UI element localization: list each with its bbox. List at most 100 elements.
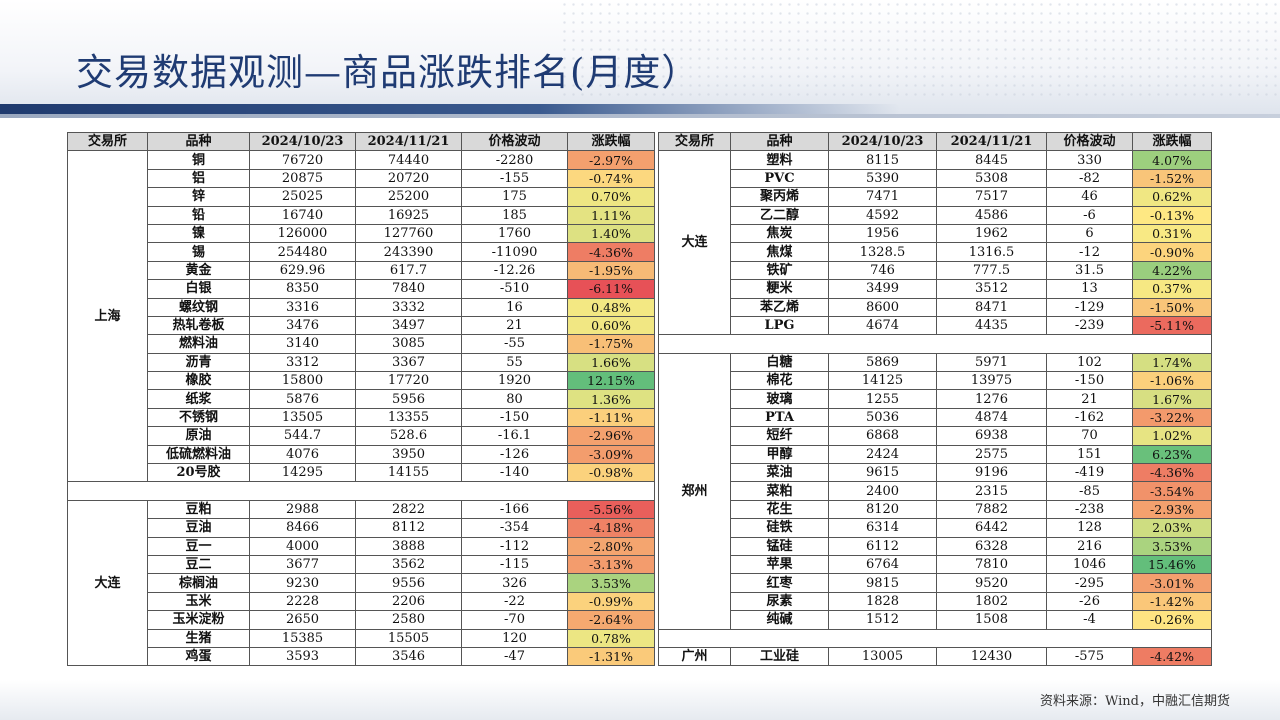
price-start-cell: 25025 <box>249 187 356 207</box>
price-change-cell: 1760 <box>461 223 568 244</box>
price-end-cell: 777.5 <box>936 260 1047 281</box>
source-note: 资料来源：Wind，中融汇信期货 <box>1040 694 1230 709</box>
pct-change-cell: 0.70% <box>567 187 655 207</box>
price-change-cell: 128 <box>1046 518 1133 538</box>
price-change-cell: -11090 <box>461 242 568 262</box>
table-row: 苹果 6764 7810 1046 15.46% <box>659 554 1212 575</box>
variety-cell: 白糖 <box>730 352 829 373</box>
pct-change-cell: 0.37% <box>1132 279 1212 299</box>
price-change-cell: 70 <box>1046 426 1133 446</box>
price-change-cell: -16.1 <box>461 426 568 446</box>
table-row: 纯碱 1512 1508 -4 -0.26% <box>659 610 1212 630</box>
price-end-cell: 25200 <box>355 187 462 207</box>
variety-cell: 焦煤 <box>730 242 829 262</box>
price-end-cell: 1802 <box>936 591 1047 612</box>
variety-cell: 焦炭 <box>730 223 829 244</box>
price-end-cell: 3546 <box>355 646 462 667</box>
price-end-cell: 1316.5 <box>936 242 1047 262</box>
price-change-cell: -155 <box>461 168 568 189</box>
price-start-cell: 1255 <box>828 389 937 409</box>
variety-cell: 铁矿 <box>730 260 829 281</box>
price-change-cell: -22 <box>461 591 568 612</box>
price-start-cell: 4674 <box>828 315 937 336</box>
separator-row <box>658 334 1212 354</box>
price-end-cell: 7882 <box>936 499 1047 520</box>
header-exchange: 交易所 <box>67 131 148 152</box>
price-change-cell: -150 <box>1046 371 1133 391</box>
pct-change-cell: 1.67% <box>1132 389 1212 409</box>
price-change-cell: 185 <box>461 205 568 225</box>
variety-cell: 塑料 <box>730 150 829 170</box>
price-end-cell: 6938 <box>936 426 1047 446</box>
price-start-cell: 544.7 <box>249 426 356 446</box>
header-pct: 涨跌幅 <box>567 131 655 152</box>
pct-change-cell: 0.31% <box>1132 223 1212 244</box>
price-end-cell: 3562 <box>355 554 462 575</box>
price-start-cell: 746 <box>828 260 937 281</box>
price-end-cell: 2580 <box>355 610 462 630</box>
price-change-cell: 6 <box>1046 223 1133 244</box>
table-row: 玉米 2228 2206 -22 -0.99% <box>68 591 655 612</box>
price-start-cell: 5869 <box>828 352 937 373</box>
price-end-cell: 7840 <box>355 279 462 299</box>
table-row: 纸浆 5876 5956 80 1.36% <box>68 389 655 409</box>
header-row: 交易所 品种 2024/10/23 2024/11/21 价格波动 涨跌幅 <box>658 131 1212 152</box>
price-change-cell: 55 <box>461 352 568 373</box>
pct-change-cell: -3.01% <box>1132 573 1212 593</box>
price-start-cell: 2228 <box>249 591 356 612</box>
pct-change-cell: -1.31% <box>567 646 655 667</box>
table-row: 豆二 3677 3562 -115 -3.13% <box>68 554 655 575</box>
variety-cell: 豆油 <box>147 518 250 538</box>
price-end-cell: 15505 <box>355 628 462 648</box>
variety-cell: 生猪 <box>147 628 250 648</box>
separator-row <box>658 628 1212 648</box>
variety-cell: 玻璃 <box>730 389 829 409</box>
table-row: 聚丙烯 7471 7517 46 0.62% <box>659 187 1212 207</box>
price-start-cell: 8350 <box>249 279 356 299</box>
variety-cell: 菜油 <box>730 463 829 483</box>
header-date-2: 2024/11/21 <box>355 131 462 152</box>
price-end-cell: 6328 <box>936 536 1047 556</box>
exchange-cell: 郑州 <box>658 352 731 630</box>
price-end-cell: 14155 <box>355 463 462 483</box>
left-ranking-table: 交易所 品种 2024/10/23 2024/11/21 价格波动 涨跌幅 上海铜 76720… <box>67 131 655 667</box>
header-band <box>0 0 1280 118</box>
header-row: 交易所 品种 2024/10/23 2024/11/21 价格波动 涨跌幅 <box>67 131 655 152</box>
price-end-cell: 3332 <box>355 297 462 317</box>
separator-row <box>67 481 655 501</box>
variety-cell: 铅 <box>147 205 250 225</box>
table-row: 铁矿 746 777.5 31.5 4.22% <box>659 260 1212 281</box>
pct-change-cell: 1.36% <box>567 389 655 409</box>
pct-change-cell: -1.42% <box>1132 591 1212 612</box>
price-start-cell: 8600 <box>828 297 937 317</box>
price-start-cell: 3593 <box>249 646 356 667</box>
price-end-cell: 20720 <box>355 168 462 189</box>
variety-cell: 纯碱 <box>730 610 829 630</box>
price-change-cell: -26 <box>1046 591 1133 612</box>
header-change: 价格波动 <box>1046 131 1133 152</box>
pct-change-cell: -5.11% <box>1132 315 1212 336</box>
price-start-cell: 14295 <box>249 463 356 483</box>
price-change-cell: -55 <box>461 334 568 354</box>
price-start-cell: 13505 <box>249 407 356 428</box>
price-change-cell: -419 <box>1046 463 1133 483</box>
price-change-cell: -150 <box>461 407 568 428</box>
price-start-cell: 4076 <box>249 444 356 465</box>
table-row: 不锈钢 13505 13355 -150 -1.11% <box>68 407 655 428</box>
table-row: 粳米 3499 3512 13 0.37% <box>659 279 1212 299</box>
variety-cell: 白银 <box>147 279 250 299</box>
variety-cell: 20号胶 <box>147 463 250 483</box>
variety-cell: 低硫燃料油 <box>147 444 250 465</box>
price-start-cell: 8115 <box>828 150 937 170</box>
price-start-cell: 2400 <box>828 481 937 501</box>
table-row: 螺纹钢 3316 3332 16 0.48% <box>68 297 655 317</box>
price-change-cell: -115 <box>461 554 568 575</box>
separator-cell <box>658 628 1212 648</box>
variety-cell: 苯乙烯 <box>730 297 829 317</box>
exchange-cell: 上海 <box>67 150 148 483</box>
table-row: 棕榈油 9230 9556 326 3.53% <box>68 573 655 593</box>
price-end-cell: 7810 <box>936 554 1047 575</box>
pct-change-cell: -0.99% <box>567 591 655 612</box>
table-row: 锌 25025 25200 175 0.70% <box>68 187 655 207</box>
price-start-cell: 6112 <box>828 536 937 556</box>
